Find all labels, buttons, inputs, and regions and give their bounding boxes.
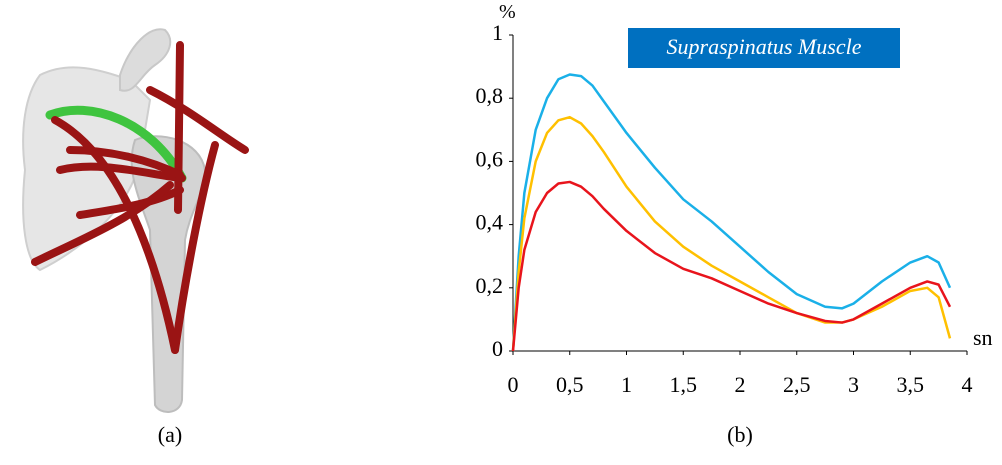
x-tick-label: 4 (962, 372, 973, 397)
panel-caption: (b) (727, 422, 753, 447)
x-tick-label: 2 (735, 372, 746, 397)
x-tick-label: 0,5 (556, 372, 584, 397)
y-tick-label: 0 (492, 336, 503, 361)
series-line (511, 73, 952, 352)
title-box (628, 28, 900, 68)
x-tick-label: 0 (508, 372, 519, 397)
series-line (511, 115, 952, 352)
x-tick-label: 1,5 (670, 372, 698, 397)
x-tick-label: 1 (621, 372, 632, 397)
chart-title: Supraspinatus Muscle (667, 34, 862, 59)
x-tick-label: 2,5 (783, 372, 811, 397)
x-tick-label: 3 (848, 372, 859, 397)
x-axis-label: sn (973, 325, 993, 350)
x-tick-label: 3,5 (897, 372, 925, 397)
y-tick-label: 0,2 (476, 273, 504, 298)
y-tick-label: 0,4 (476, 210, 504, 235)
series-line (511, 180, 952, 352)
y-axis-label: % (499, 1, 516, 23)
panel-caption: (a) (158, 422, 182, 447)
y-tick-label: 0,8 (476, 83, 504, 108)
shoulder-illustration (22, 28, 249, 413)
y-tick-label: 0,6 (476, 146, 504, 171)
y-tick-label: 1 (492, 20, 503, 45)
